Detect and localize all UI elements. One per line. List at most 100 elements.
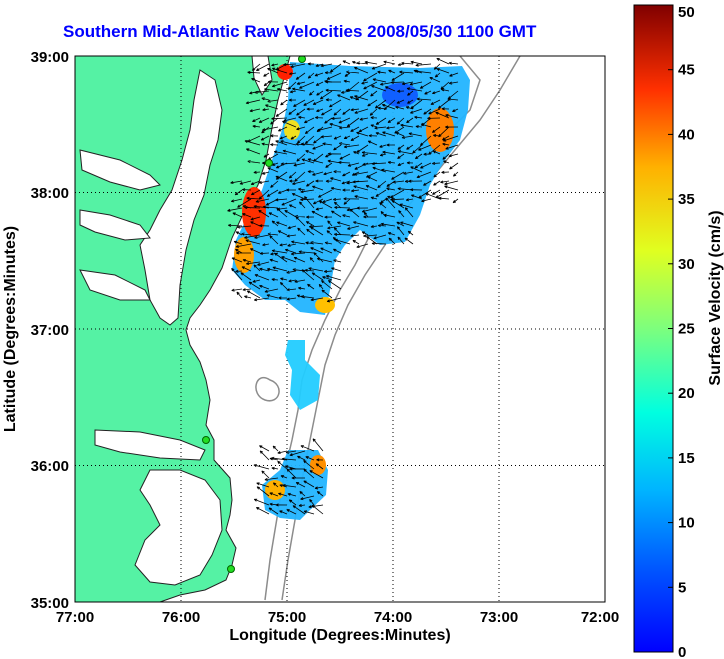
- colorbar-tick-label: 20: [678, 385, 695, 402]
- velocity-vector: [427, 116, 441, 120]
- velocity-vector: [297, 286, 306, 290]
- velocity-vector: [288, 98, 297, 102]
- velocity-vector: [338, 160, 351, 165]
- velocity-vector: [240, 272, 252, 281]
- velocity-vector: [425, 192, 441, 200]
- velocity-vector: [247, 70, 261, 74]
- velocity-vector: [316, 257, 333, 263]
- velocity-vector: [331, 116, 342, 120]
- velocity-vector: [382, 150, 396, 155]
- velocity-vector: [418, 189, 432, 199]
- velocity-vector: [410, 60, 423, 65]
- velocity-vector: [315, 179, 324, 183]
- velocity-vector: [295, 216, 306, 227]
- velocity-vector: [279, 484, 288, 488]
- velocity-vector: [231, 257, 243, 263]
- velocity-vector: [373, 234, 387, 240]
- velocity-vector: [334, 205, 351, 210]
- velocity-vector: [297, 227, 306, 236]
- velocity-vector: [316, 108, 324, 112]
- velocity-vector: [271, 249, 288, 254]
- velocity-vector: [304, 268, 315, 272]
- velocity-vector: [244, 234, 261, 239]
- y-axis-label: Latitude (Degrees:Minutes): [2, 226, 19, 432]
- velocity-vector: [388, 237, 396, 245]
- radar-stations: [202, 56, 306, 573]
- velocity-vector: [277, 230, 288, 236]
- velocity-vector: [437, 99, 450, 109]
- y-tick-label: 35:00: [31, 595, 69, 612]
- velocity-vector: [391, 171, 405, 180]
- velocity-vector: [244, 206, 261, 210]
- velocity-vector: [438, 126, 450, 138]
- colorbar: 0 5 10 15 20 25 30 35 40 45 50 Surface Velocity (c…: [633, 4, 724, 659]
- velocity-vector: [293, 256, 306, 263]
- velocity-vector: [239, 180, 252, 185]
- velocity-vector: [310, 297, 324, 302]
- velocity-patch-mid: [285, 340, 320, 410]
- velocity-vector: [341, 180, 351, 185]
- velocity-vector: [407, 99, 414, 104]
- velocity-vector: [275, 503, 288, 507]
- velocity-vector: [279, 281, 288, 290]
- velocity-vector: [252, 117, 261, 122]
- velocity-vector: [356, 206, 369, 210]
- velocity-vector: [354, 108, 369, 114]
- velocity-vector: [313, 252, 324, 263]
- velocity-vector: [288, 72, 297, 76]
- colorbar-tick-label: 15: [678, 450, 695, 467]
- velocity-vector: [333, 197, 342, 201]
- velocity-vector: [410, 188, 423, 192]
- velocity-vector: [333, 227, 342, 236]
- velocity-vector: [433, 171, 441, 178]
- velocity-vector: [276, 221, 288, 227]
- velocity-vector: [350, 135, 360, 142]
- velocity-vector: [288, 204, 297, 209]
- velocity-vector: [234, 189, 243, 196]
- velocity-vector: [284, 248, 297, 254]
- velocity-vector: [261, 126, 270, 134]
- velocity-vector: [289, 467, 306, 471]
- velocity-vector: [270, 117, 279, 125]
- velocity-vector: [315, 63, 324, 67]
- velocity-vector: [324, 241, 333, 245]
- velocity-vector: [267, 67, 279, 74]
- velocity-vector: [308, 267, 324, 272]
- velocity-vector: [326, 72, 342, 80]
- velocity-vector: [305, 221, 315, 227]
- velocity-vector: [342, 188, 351, 192]
- map-frame: [74, 55, 606, 603]
- velocity-vector: [339, 153, 351, 160]
- velocity-vector: [419, 81, 432, 89]
- velocity-vector: [361, 151, 378, 155]
- velocity-vector: [303, 480, 315, 488]
- velocity-vector: [367, 99, 378, 107]
- velocity-vector: [416, 171, 432, 179]
- velocity-vector: [444, 185, 459, 191]
- velocity-vector: [271, 117, 288, 121]
- velocity-vector: [242, 288, 252, 292]
- velocity-vector: [386, 187, 396, 191]
- velocity-vector: [407, 90, 414, 96]
- velocity-vector: [423, 180, 432, 186]
- velocity-vector: [420, 123, 432, 128]
- velocity-vector: [330, 177, 342, 182]
- velocity-vector: [374, 126, 387, 130]
- velocity-vector: [331, 267, 342, 272]
- velocity-vector: [284, 465, 297, 470]
- velocity-vector: [315, 81, 324, 86]
- velocity-vector: [253, 498, 270, 506]
- velocity-vector: [278, 296, 288, 300]
- velocity-vector: [329, 123, 342, 128]
- velocity-vector: [236, 251, 252, 255]
- velocity-vector: [273, 150, 288, 155]
- colorbar-tick-label: 35: [678, 191, 695, 208]
- velocity-vector: [250, 221, 261, 227]
- velocity-vector: [288, 171, 297, 179]
- velocity-vector: [448, 81, 459, 85]
- velocity-vector: [406, 117, 414, 124]
- velocity-vector: [282, 120, 297, 128]
- velocity-vector: [354, 66, 369, 74]
- velocity-vector: [452, 198, 459, 204]
- velocity-vector: [292, 505, 306, 515]
